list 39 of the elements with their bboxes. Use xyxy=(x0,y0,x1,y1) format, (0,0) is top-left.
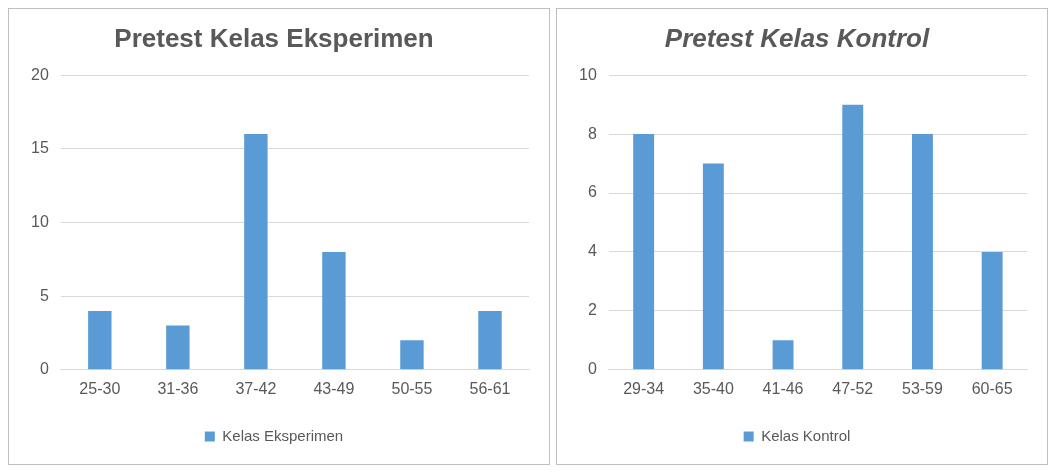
x-tick-label: 35-40 xyxy=(692,379,734,397)
bar xyxy=(981,251,1003,370)
x-tick-label: 25-30 xyxy=(79,379,121,397)
x-tick-label: 29-34 xyxy=(623,379,665,397)
y-tick-label: 0 xyxy=(39,360,49,378)
y-tick-label: 6 xyxy=(587,183,597,201)
bar xyxy=(88,310,112,370)
bar xyxy=(911,134,933,370)
y-tick-label: 2 xyxy=(587,301,597,319)
legend-label: Kelas Kontrol xyxy=(761,426,851,444)
bar xyxy=(772,340,794,370)
y-tick-label: 0 xyxy=(587,360,597,378)
x-tick-label: 31-36 xyxy=(157,379,199,397)
bar xyxy=(322,251,346,370)
y-tick-label: 10 xyxy=(579,65,597,83)
y-tick-label: 4 xyxy=(587,242,597,260)
x-tick-label: 56-61 xyxy=(469,379,511,397)
chart-title: Pretest Kelas Eksperimen xyxy=(114,22,434,53)
x-tick-label: 41-46 xyxy=(762,379,804,397)
x-tick-label: 47-52 xyxy=(832,379,874,397)
y-tick-label: 15 xyxy=(31,139,49,157)
bar xyxy=(166,325,190,370)
x-tick-label: 50-55 xyxy=(391,379,433,397)
chart-title: Pretest Kelas Kontrol xyxy=(664,22,930,53)
bar xyxy=(702,163,724,370)
y-tick-label: 10 xyxy=(31,212,49,230)
x-tick-label: 43-49 xyxy=(313,379,355,397)
y-tick-label: 5 xyxy=(39,286,49,304)
bar xyxy=(633,134,655,370)
x-tick-label: 53-59 xyxy=(901,379,944,397)
bar xyxy=(400,340,424,370)
bar xyxy=(842,104,864,370)
bar xyxy=(244,134,268,370)
bar xyxy=(478,310,502,370)
y-tick-label: 20 xyxy=(31,65,49,83)
y-tick-label: 8 xyxy=(587,124,597,142)
x-tick-label: 37-42 xyxy=(235,379,277,397)
x-tick-label: 60-65 xyxy=(971,379,1013,397)
legend-label: Kelas Eksperimen xyxy=(222,426,344,444)
